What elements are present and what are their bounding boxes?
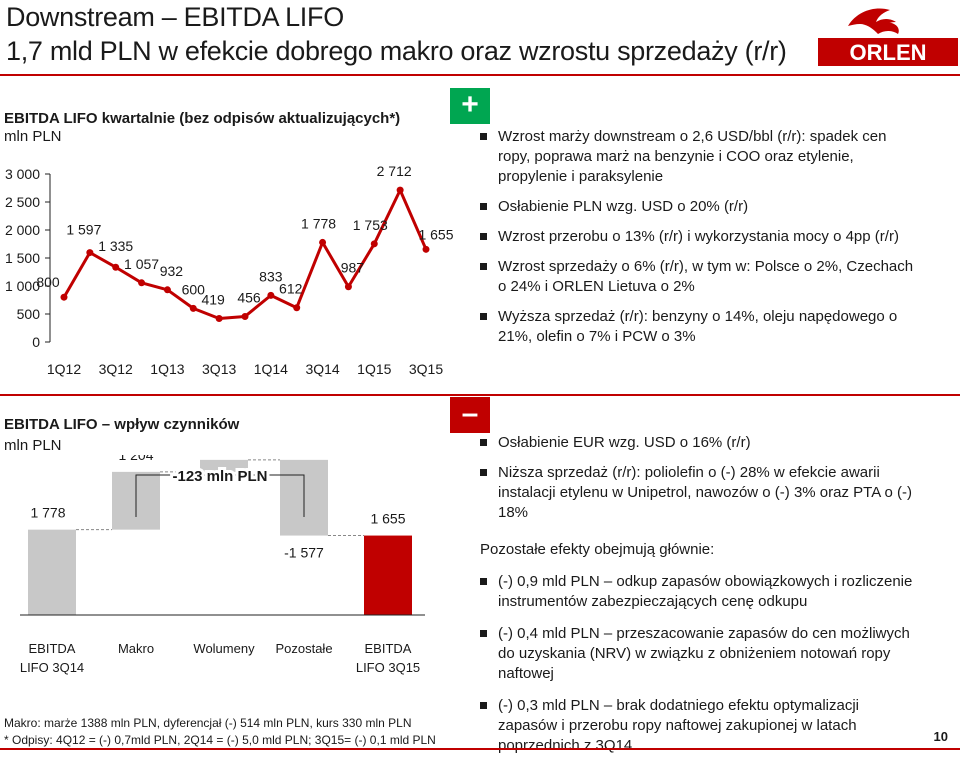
page-number: 10 — [933, 729, 948, 744]
data-point — [241, 312, 249, 320]
waterfall-bar — [28, 529, 76, 615]
waterfall-chart-title: EBITDA LIFO – wpływ czynników — [4, 416, 240, 433]
data-point — [215, 315, 223, 323]
data-label: 419 — [201, 292, 225, 308]
data-point — [344, 283, 352, 291]
data-label: 1 057 — [124, 256, 159, 272]
data-label: 800 — [36, 274, 60, 290]
x-tick-label: 1Q14 — [254, 361, 288, 377]
category-label: LIFO 3Q14 — [20, 660, 84, 675]
data-label: 932 — [160, 263, 184, 279]
data-label: 456 — [237, 289, 261, 305]
category-label: Pozostałe — [275, 641, 332, 656]
x-tick-label: 3Q14 — [305, 361, 339, 377]
annotation-bracket — [135, 474, 305, 517]
other-effects-list: (-) 0,9 mld PLN – odkup zapasów obowiązk… — [480, 572, 920, 766]
y-tick-label: 500 — [17, 306, 41, 322]
x-tick-label: 3Q13 — [202, 361, 236, 377]
x-tick-label: 1Q12 — [47, 361, 81, 377]
positive-factor-item: Osłabienie PLN wzg. USD o 20% (r/r) — [480, 197, 920, 217]
data-label: 1 597 — [66, 222, 101, 238]
data-label: 612 — [279, 281, 303, 297]
negative-factors-sign: – — [450, 397, 490, 433]
category-label: LIFO 3Q15 — [356, 660, 420, 675]
other-effect-item: (-) 0,9 mld PLN – odkup zapasów obowiązk… — [480, 572, 920, 612]
y-tick-label: 1 500 — [5, 250, 40, 266]
data-point — [396, 186, 404, 194]
waterfall-chart-unit: mln PLN — [4, 437, 62, 454]
y-tick-label: 1 000 — [5, 278, 40, 294]
y-tick-label: 2 500 — [5, 194, 40, 210]
category-label: EBITDA — [365, 641, 412, 656]
data-point — [138, 279, 146, 287]
eagle-icon — [848, 8, 899, 34]
data-point — [60, 293, 68, 301]
x-tick-label: 1Q15 — [357, 361, 391, 377]
negative-factor-item: Niższa sprzedaż (r/r): poliolefin o (-) … — [480, 463, 920, 523]
data-point — [86, 249, 94, 257]
data-point — [112, 263, 120, 271]
bar-value-label: 1 655 — [370, 511, 405, 527]
positive-factors-sign: + — [450, 88, 490, 124]
data-label: 600 — [182, 281, 206, 297]
line-chart-unit: mln PLN — [4, 128, 62, 145]
footnote-macro: Makro: marże 1388 mln PLN, dyferencjał (… — [4, 716, 412, 730]
category-label: Wolumeny — [193, 641, 255, 656]
data-point — [189, 304, 197, 312]
data-label: 1 753 — [353, 217, 388, 233]
other-effect-item: (-) 0,3 mld PLN – brak dodatniego efektu… — [480, 696, 920, 756]
data-label: 833 — [259, 268, 283, 284]
line-chart-title: EBITDA LIFO kwartalnie (bez odpisów aktu… — [4, 110, 401, 127]
positive-factor-item: Wzrost sprzedaży o 6% (r/r), w tym w: Po… — [480, 257, 920, 297]
other-effects-heading: Pozostałe efekty obejmują głównie: — [480, 541, 715, 558]
data-point — [370, 240, 378, 248]
x-tick-label: 3Q12 — [99, 361, 133, 377]
positive-factor-item: Wzrost przerobu o 13% (r/r) i wykorzysta… — [480, 227, 920, 247]
data-point — [422, 245, 430, 253]
x-tick-label: 1Q13 — [150, 361, 184, 377]
header-divider — [0, 74, 960, 76]
line-chart: 3 000 2 500 2 000 1 500 1 000 500 0 1Q12 3Q12 1Q1… — [5, 163, 454, 377]
annotation-label: -123 mln PLN — [172, 468, 267, 485]
category-label: EBITDA — [29, 641, 76, 656]
data-label: 1 778 — [301, 215, 336, 231]
section-divider — [0, 394, 960, 396]
data-label: 2 712 — [377, 163, 412, 179]
positive-factor-item: Wyższa sprzedaż (r/r): benzyny o 14%, ol… — [480, 307, 920, 347]
orlen-logo: ORLEN — [818, 8, 958, 66]
data-point — [267, 291, 275, 299]
waterfall-bar — [364, 535, 412, 615]
category-label: Makro — [118, 641, 154, 656]
footnote-writeoffs: * Odpisy: 4Q12 = (-) 0,7mld PLN, 2Q14 = … — [4, 733, 436, 747]
bar-value-label: 1 778 — [30, 505, 65, 521]
data-label: 1 655 — [418, 226, 453, 242]
negative-factors-list: Osłabienie EUR wzg. USD o 16% (r/r) Niżs… — [480, 433, 920, 533]
positive-factor-item: Wzrost marży downstream o 2,6 USD/bbl (r… — [480, 127, 920, 187]
page-subtitle: 1,7 mld PLN w efekcie dobrego makro oraz… — [6, 36, 787, 66]
logo-text: ORLEN — [850, 40, 927, 65]
footer-divider — [0, 748, 960, 750]
y-tick-label: 3 000 — [5, 166, 40, 182]
waterfall-bar — [200, 459, 248, 472]
positive-factors-list: Wzrost marży downstream o 2,6 USD/bbl (r… — [480, 127, 920, 357]
bar-value-label: 1 204 — [118, 455, 153, 463]
negative-factor-item: Osłabienie EUR wzg. USD o 16% (r/r) — [480, 433, 920, 453]
other-effect-item: (-) 0,4 mld PLN – przeszacowanie zapasów… — [480, 624, 920, 684]
bar-value-label: -1 577 — [284, 545, 324, 561]
x-tick-label: 3Q15 — [409, 361, 443, 377]
data-point — [319, 238, 327, 246]
data-label: 987 — [341, 260, 365, 276]
data-point — [163, 286, 171, 294]
page-title: Downstream – EBITDA LIFO — [6, 2, 344, 32]
data-label: 1 335 — [98, 238, 133, 254]
data-point — [293, 304, 301, 312]
y-tick-label: 2 000 — [5, 222, 40, 238]
y-tick-label: 0 — [32, 334, 40, 350]
